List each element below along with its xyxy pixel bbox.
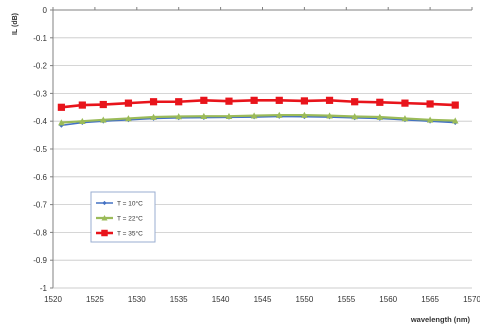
series-2 <box>58 111 459 126</box>
y-axis-label: IL (dB) <box>12 13 19 35</box>
x-tick-label: 1530 <box>128 295 146 304</box>
data-point-triangle <box>99 116 107 123</box>
data-point-triangle <box>200 112 208 119</box>
data-point-triangle <box>175 113 182 120</box>
x-tick-label: 1550 <box>296 295 314 304</box>
data-point-square <box>250 96 258 104</box>
y-tick-label: -0.7 <box>33 201 47 210</box>
y-tick-label: -0.5 <box>33 145 47 154</box>
data-point-triangle <box>351 113 358 120</box>
data-point-triangle <box>150 113 157 120</box>
data-point-square <box>426 100 434 108</box>
y-tick-label: -0.9 <box>33 256 47 265</box>
y-tick-label: -1 <box>40 284 48 293</box>
legend-label: T = 10°C <box>117 200 143 208</box>
axes-layer: 0 -0.1 -0.2 -0.3 -0.4 -0.5 -0.6 -0.7 -0.8 -0.9 -1 1… <box>33 6 480 304</box>
series-3 <box>57 96 459 111</box>
data-point-square <box>99 100 107 109</box>
x-tick-label: 1565 <box>421 295 439 304</box>
data-point-triangle <box>326 112 333 119</box>
data-point-triangle <box>275 111 283 118</box>
series-layer <box>57 96 459 128</box>
x-tick-label: 1525 <box>86 295 104 304</box>
legend: T = 10°C T = 22°C T = 35°C <box>90 191 156 243</box>
data-point-triangle <box>301 111 308 118</box>
legend-label: T = 22°C <box>117 215 143 223</box>
y-tick-label: -0.4 <box>33 117 47 126</box>
data-point-square <box>451 101 459 109</box>
y-tick-label: -0.2 <box>33 62 47 71</box>
data-point-triangle <box>451 117 459 124</box>
data-point-square <box>200 96 208 104</box>
data-point-square <box>57 103 65 111</box>
data-point-square <box>376 98 384 106</box>
data-point-triangle <box>401 115 409 122</box>
data-point-square <box>101 229 108 237</box>
data-point-square <box>351 98 359 106</box>
data-point-square <box>124 99 133 107</box>
data-point-square <box>275 96 283 104</box>
series-line <box>61 99 456 109</box>
data-point-triangle <box>426 116 434 123</box>
legend-label: T = 35°C <box>117 230 143 238</box>
y-tick-label: -0.8 <box>33 228 47 237</box>
y-tick-label: -0.1 <box>33 34 47 43</box>
data-point-triangle <box>101 214 108 221</box>
data-point-triangle <box>225 112 233 119</box>
x-tick-label: 1545 <box>254 295 272 304</box>
data-point-triangle <box>58 119 65 126</box>
data-point-square <box>401 99 409 107</box>
y-tick-label: -0.3 <box>33 89 47 98</box>
x-tick-label: 1560 <box>379 295 397 304</box>
data-point-diamond <box>102 200 107 206</box>
y-tick-label: -0.6 <box>33 173 47 182</box>
x-tick-label: 1540 <box>212 295 230 304</box>
y-tick-label: 0 <box>43 6 48 15</box>
x-tick-label: 1535 <box>170 295 188 304</box>
data-point-square <box>175 98 183 106</box>
x-tick-label: 1520 <box>44 295 62 304</box>
data-point-triangle <box>79 117 86 124</box>
data-point-square <box>149 98 158 106</box>
x-axis-label: wavelength (nm) <box>410 315 471 324</box>
data-point-square <box>325 96 334 104</box>
data-point-triangle <box>125 115 132 122</box>
grid-layer <box>53 37 472 289</box>
data-point-triangle <box>250 112 258 119</box>
x-tick-label: 1570 <box>463 295 480 304</box>
data-point-square <box>78 101 86 109</box>
data-point-square <box>300 97 308 105</box>
data-point-triangle <box>376 113 384 120</box>
x-tick-label: 1555 <box>337 295 355 304</box>
data-point-square <box>225 97 233 105</box>
